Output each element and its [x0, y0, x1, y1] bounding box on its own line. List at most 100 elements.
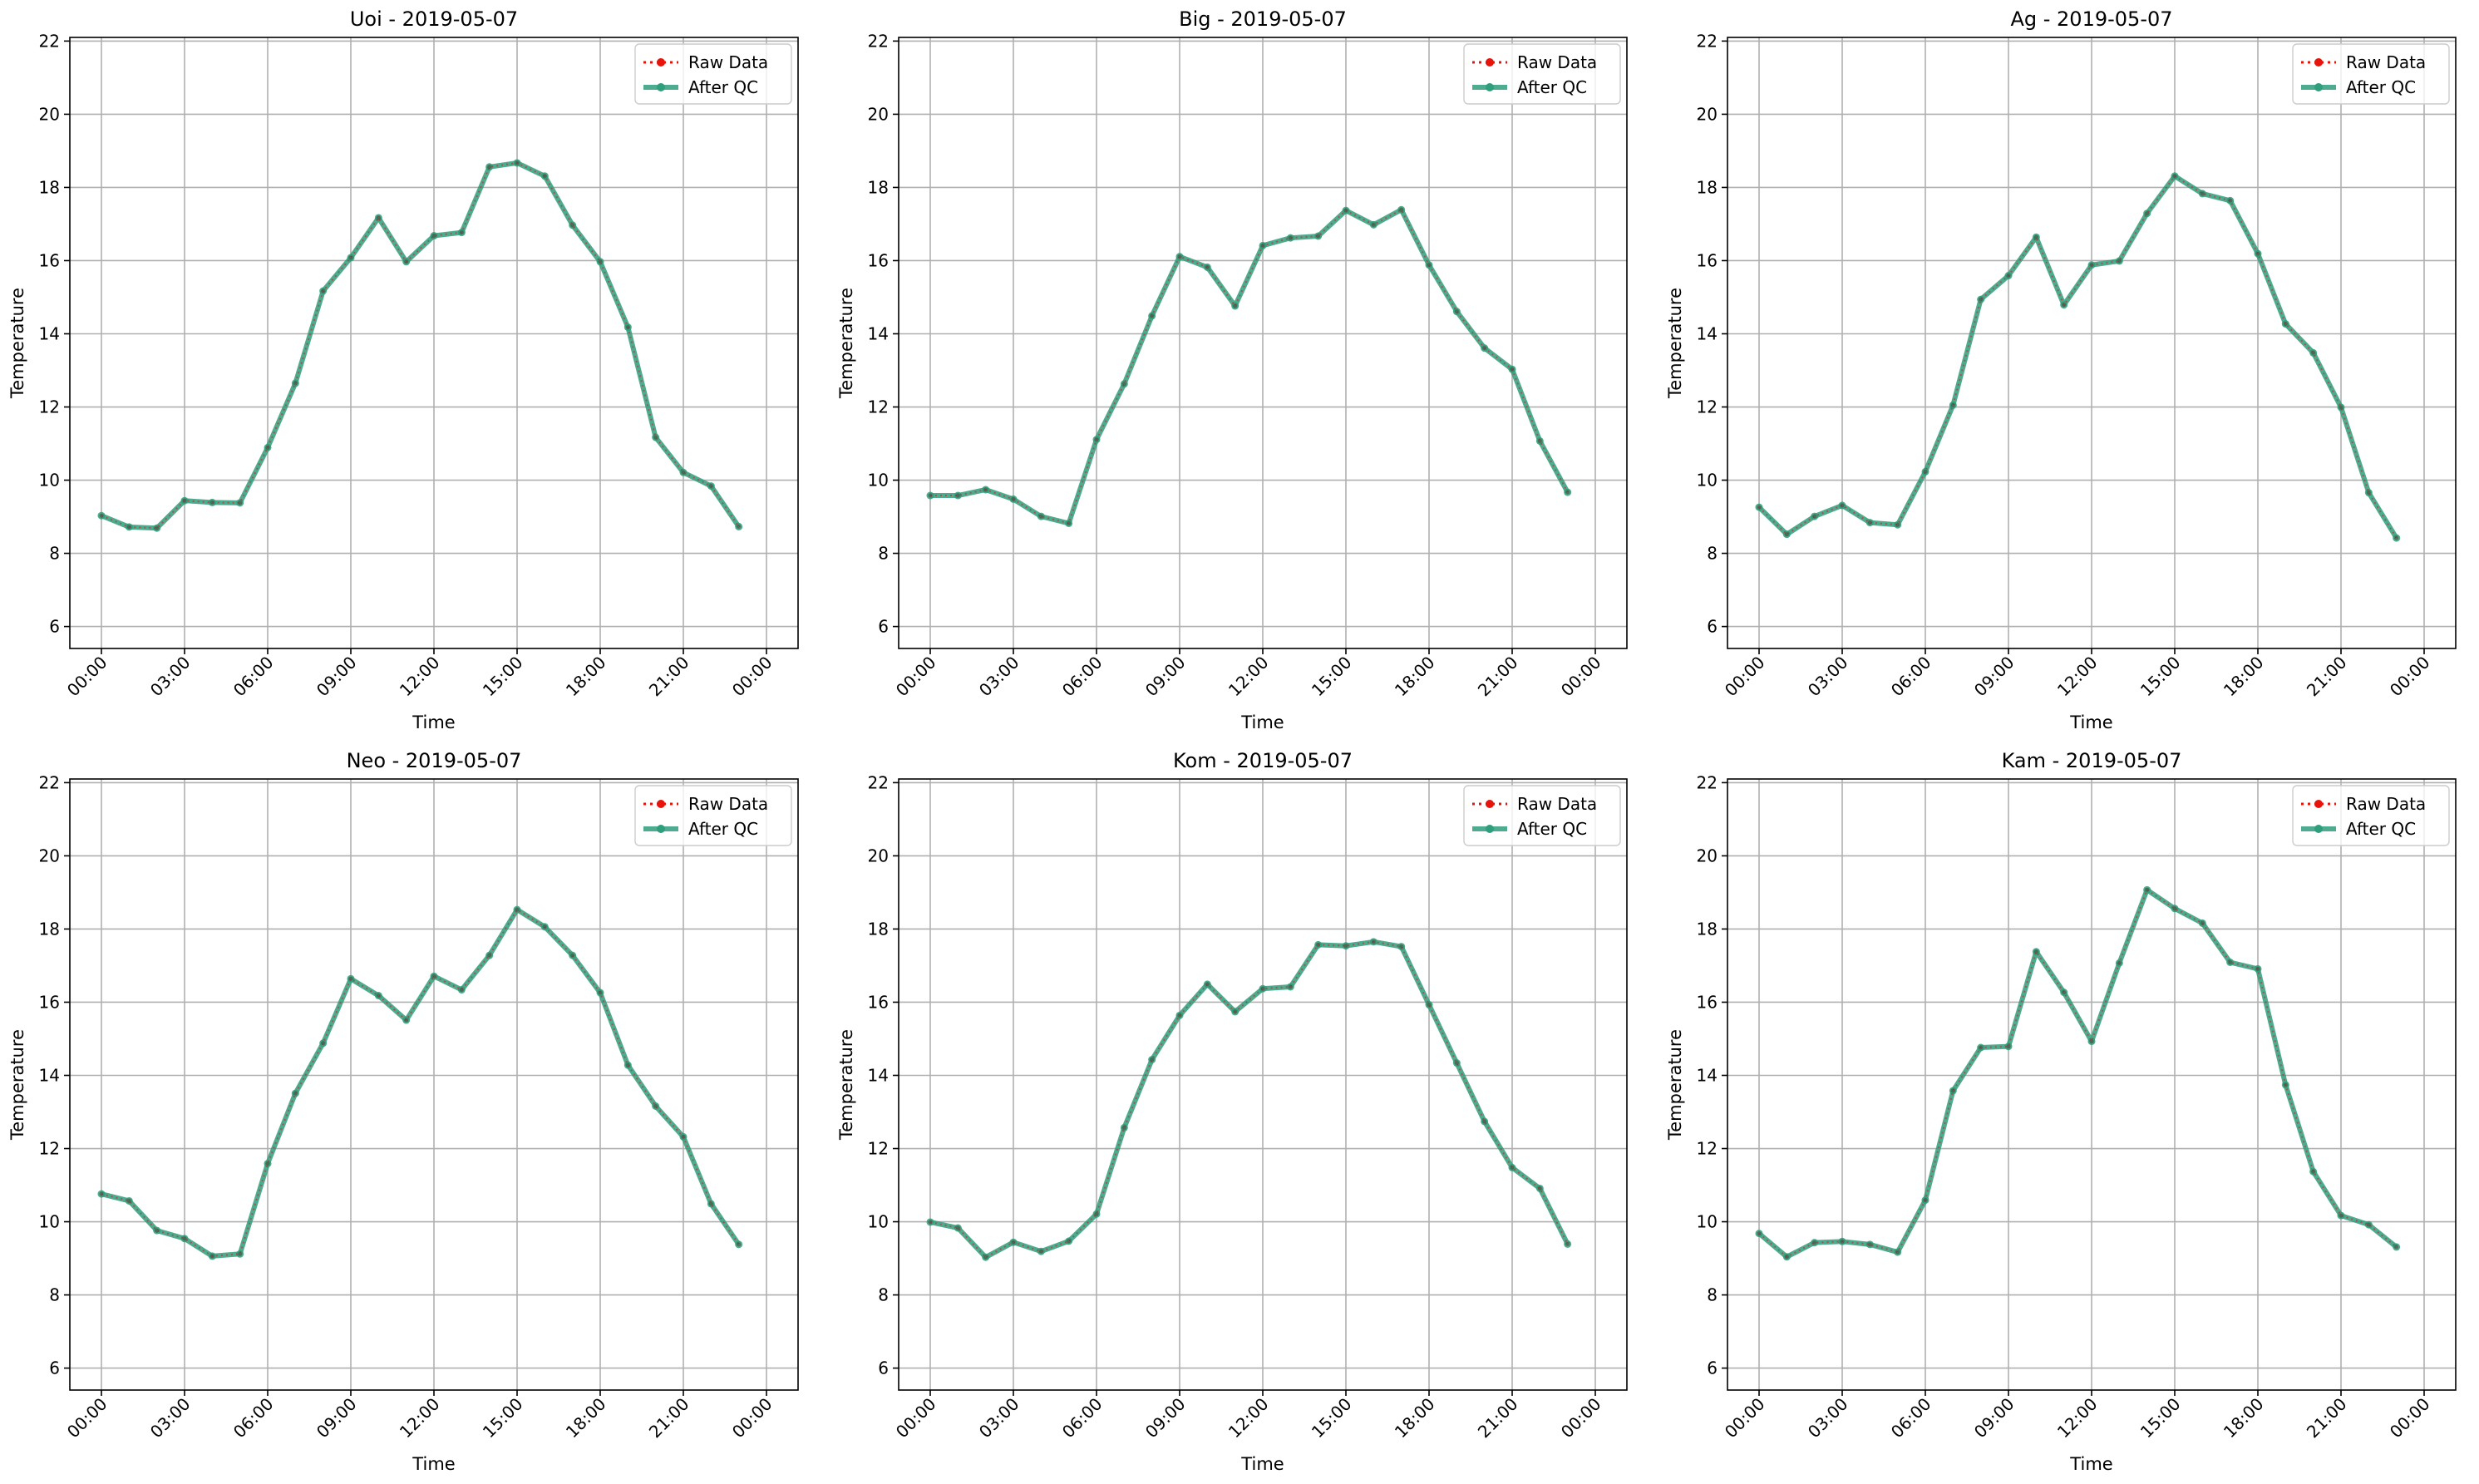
y-tick-label: 14	[868, 323, 889, 343]
raw-data-point	[2283, 322, 2288, 327]
raw-data-point	[293, 381, 298, 386]
y-tick-label: 10	[868, 471, 889, 491]
x-tick-label: 03:00	[975, 1394, 1023, 1442]
grid-lines	[899, 779, 1627, 1390]
x-tick-label: 06:00	[1058, 1394, 1106, 1442]
raw-data-point	[1537, 1186, 1542, 1191]
x-tick-label: 12:00	[396, 653, 444, 701]
raw-data-point	[431, 974, 436, 979]
raw-data-point	[1371, 939, 1376, 944]
series-raw-data	[1757, 887, 2399, 1260]
x-tick-label: 18:00	[562, 653, 610, 701]
y-tick-label: 6	[49, 617, 60, 637]
x-tick-label: 21:00	[2303, 653, 2351, 701]
legend: Raw Data After QC	[1463, 43, 1621, 105]
raw-data-point	[681, 470, 686, 475]
raw-data-point	[2033, 234, 2038, 239]
raw-data-point	[1757, 1231, 1762, 1236]
raw-data-point	[653, 435, 658, 440]
raw-data-point	[708, 484, 713, 489]
raw-data-point	[1316, 234, 1321, 239]
x-axis-label: Time	[1240, 1454, 1284, 1474]
raw-data-point	[1784, 1255, 1789, 1260]
y-tick-label: 8	[1707, 544, 1718, 564]
raw-data-line	[1758, 888, 2398, 1258]
after-qc-line	[1757, 173, 2399, 540]
legend-qc-marker	[2314, 825, 2323, 833]
x-tick-label: 12:00	[396, 1394, 444, 1442]
y-tick-label: 10	[1697, 1212, 1718, 1232]
x-tick-label: 09:00	[1970, 653, 2018, 701]
raw-data-line	[1758, 175, 2398, 539]
chart-title: Kam - 2019-05-07	[2002, 749, 2182, 772]
raw-data-point	[1343, 944, 1348, 949]
x-tick-label: 18:00	[2220, 653, 2268, 701]
raw-data-point	[515, 907, 520, 912]
x-tick-label: 06:00	[1887, 1394, 1935, 1442]
x-tick-label: 15:00	[479, 653, 527, 701]
raw-data-point	[1205, 264, 1210, 269]
y-tick-label: 6	[1707, 617, 1718, 637]
x-tick-label: 03:00	[1804, 653, 1852, 701]
raw-data-line	[101, 161, 740, 530]
raw-data-point	[431, 234, 436, 239]
y-tick-label: 20	[1697, 846, 1718, 865]
chart-title: Ag - 2019-05-07	[2010, 7, 2172, 31]
grid-lines	[1727, 37, 2456, 648]
raw-data-point	[459, 230, 464, 235]
x-tick-label: 15:00	[1308, 1394, 1356, 1442]
x-tick-label: 18:00	[1391, 653, 1439, 701]
chart-panel: 6 8 10 12 14 16 18 20 22 00:00 03:00 06:00 09:00 12:0…	[7, 749, 799, 1474]
raw-data-point	[2062, 990, 2067, 995]
raw-data-point	[376, 993, 381, 998]
y-tick-label: 6	[878, 1358, 889, 1378]
raw-data-point	[99, 1191, 104, 1196]
legend: Raw Data After QC	[634, 43, 792, 105]
raw-data-point	[2200, 920, 2205, 925]
x-tick-label: 09:00	[1141, 653, 1190, 701]
chart-title: Neo - 2019-05-07	[347, 749, 522, 772]
legend-qc-label: After QC	[1517, 819, 1587, 839]
raw-data-point	[2145, 887, 2150, 892]
legend-qc-marker	[657, 83, 665, 91]
raw-data-point	[2366, 1222, 2371, 1227]
raw-data-point	[2311, 1169, 2316, 1174]
raw-data-point	[1233, 303, 1238, 308]
y-axis-label: Temperature	[836, 288, 856, 399]
after-qc-line	[101, 907, 742, 1259]
raw-data-point	[928, 1220, 933, 1225]
x-tick-label: 12:00	[2053, 653, 2102, 701]
y-tick-label: 12	[39, 1139, 60, 1159]
raw-data-point	[2255, 251, 2260, 256]
raw-data-point	[1454, 309, 1459, 314]
x-tick-label: 06:00	[1887, 653, 1935, 701]
x-tick-label: 00:00	[63, 653, 111, 701]
after-qc-line	[100, 160, 742, 531]
y-tick-label: 6	[1707, 1358, 1718, 1378]
legend-qc-marker	[657, 825, 665, 833]
x-tick-label: 18:00	[2220, 1394, 2268, 1442]
x-tick-label: 21:00	[645, 1394, 693, 1442]
y-tick-label: 20	[39, 104, 60, 124]
raw-data-point	[542, 174, 547, 179]
raw-data-point	[737, 524, 742, 529]
x-tick-label: 12:00	[1225, 653, 1273, 701]
chart-panel: 6 8 10 12 14 16 18 20 22 00:00 03:00 06:00 09:00 12:0…	[1665, 749, 2457, 1474]
raw-data-point	[2339, 405, 2343, 410]
x-tick-label: 00:00	[2386, 653, 2434, 701]
x-tick-label: 03:00	[1804, 1394, 1852, 1442]
raw-data-point	[1038, 1249, 1043, 1254]
chart-panel: 6 8 10 12 14 16 18 20 22 00:00 03:00 06:00 09:00 12:0…	[7, 7, 799, 732]
y-tick-label: 16	[39, 992, 60, 1012]
y-axis-label: Temperature	[1665, 288, 1685, 399]
x-axis-label: Time	[1240, 712, 1284, 732]
raw-data-point	[209, 500, 214, 505]
raw-data-point	[570, 953, 575, 958]
raw-data-point	[1867, 1242, 1872, 1247]
y-tick-label: 10	[39, 471, 60, 491]
raw-data-point	[1121, 1125, 1126, 1130]
raw-data-point	[376, 215, 381, 220]
raw-data-point	[1757, 505, 1762, 510]
after-qc-line	[930, 207, 1570, 526]
